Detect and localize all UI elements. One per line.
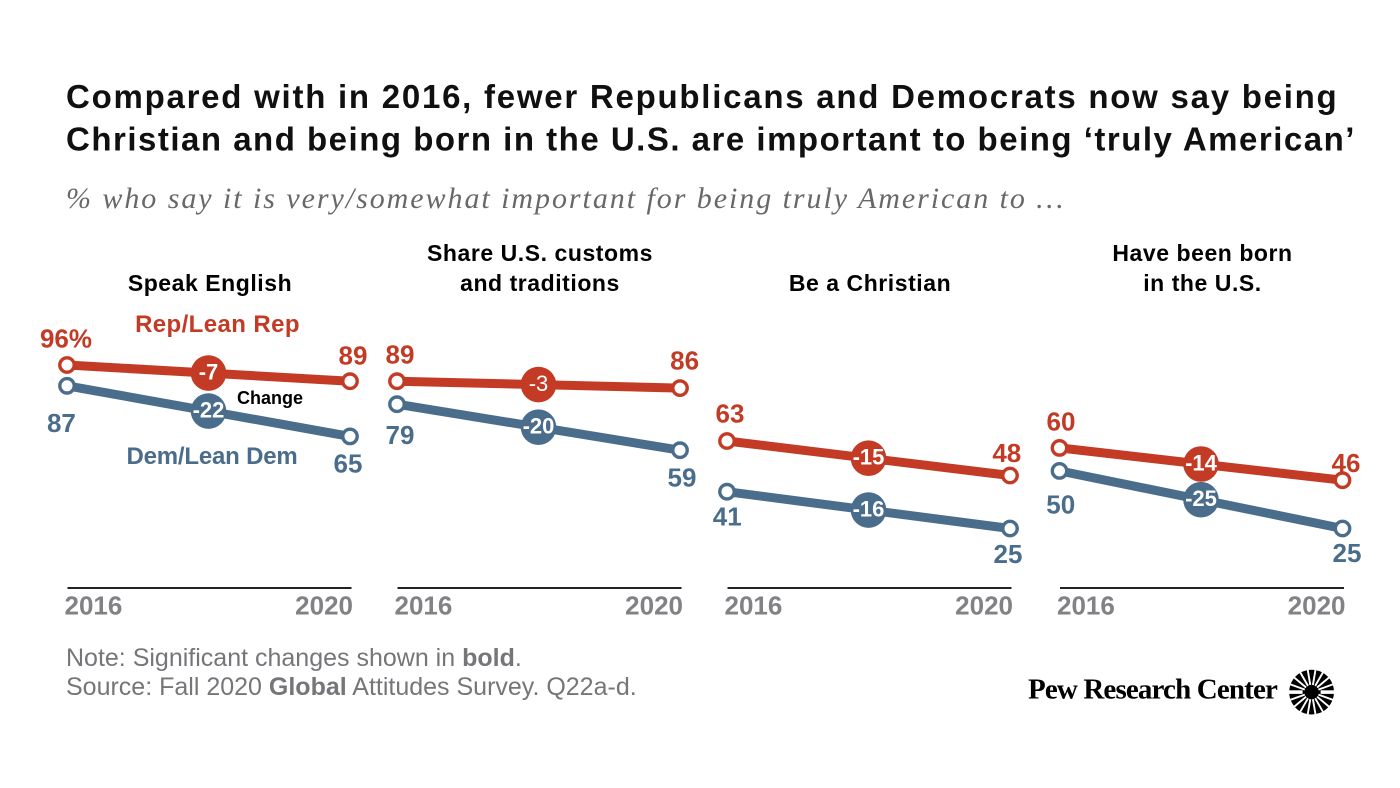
svg-text:-20: -20: [523, 414, 555, 439]
svg-text:-3: -3: [529, 371, 549, 396]
svg-text:-7: -7: [199, 360, 219, 385]
svg-text:50: 50: [1046, 490, 1075, 520]
svg-text:41: 41: [713, 502, 742, 532]
svg-text:46: 46: [1332, 448, 1361, 478]
svg-text:2020: 2020: [625, 591, 683, 621]
svg-text:Rep/Lean Rep: Rep/Lean Rep: [135, 311, 300, 338]
svg-text:2016: 2016: [725, 591, 783, 621]
svg-text:2016: 2016: [1057, 591, 1115, 621]
svg-text:2016: 2016: [65, 591, 123, 621]
svg-text:-15: -15: [853, 445, 885, 470]
svg-text:Christian and being born in th: Christian and being born in the U.S. are…: [66, 121, 1356, 158]
svg-text:-16: -16: [853, 497, 885, 522]
svg-text:65: 65: [334, 448, 363, 478]
svg-text:48: 48: [992, 438, 1021, 468]
svg-text:89: 89: [386, 340, 415, 370]
svg-text:Be a Christian: Be a Christian: [789, 270, 951, 296]
svg-text:Compared with in 2016, fewer R: Compared with in 2016, fewer Republicans…: [66, 78, 1338, 115]
svg-text:87: 87: [47, 408, 76, 438]
svg-text:2020: 2020: [1288, 591, 1346, 621]
svg-text:% who say it is very/somewhat: % who say it is very/somewhat important …: [66, 182, 1065, 215]
svg-text:2016: 2016: [395, 591, 453, 621]
svg-text:Note: Significant changes show: Note: Significant changes shown in bold.: [66, 644, 522, 672]
svg-text:Share U.S. customs: Share U.S. customs: [427, 240, 653, 266]
svg-text:Have been born: Have been born: [1112, 240, 1292, 266]
svg-text:Speak English: Speak English: [128, 270, 292, 296]
svg-text:-22: -22: [193, 398, 225, 423]
svg-text:79: 79: [386, 420, 415, 450]
svg-text:2020: 2020: [955, 591, 1013, 621]
svg-text:Change: Change: [237, 388, 303, 408]
svg-text:89: 89: [339, 340, 368, 370]
svg-text:60: 60: [1047, 406, 1076, 436]
svg-text:and traditions: and traditions: [460, 270, 620, 296]
svg-text:in the U.S.: in the U.S.: [1143, 270, 1262, 296]
svg-text:25: 25: [1333, 538, 1362, 568]
svg-text:25: 25: [994, 539, 1023, 569]
svg-text:Dem/Lean Dem: Dem/Lean Dem: [127, 443, 298, 470]
svg-text:Source: Fall 2020 Global Attit: Source: Fall 2020 Global Attitudes Surve…: [66, 673, 637, 701]
svg-text:-14: -14: [1185, 451, 1218, 476]
svg-text:-25: -25: [1185, 486, 1217, 511]
svg-text:Pew Research Center: Pew Research Center: [1028, 674, 1278, 706]
svg-text:86: 86: [670, 345, 699, 375]
svg-text:63: 63: [716, 398, 745, 428]
svg-text:2020: 2020: [295, 591, 353, 621]
svg-text:96%: 96%: [40, 323, 92, 353]
svg-text:59: 59: [668, 462, 697, 492]
